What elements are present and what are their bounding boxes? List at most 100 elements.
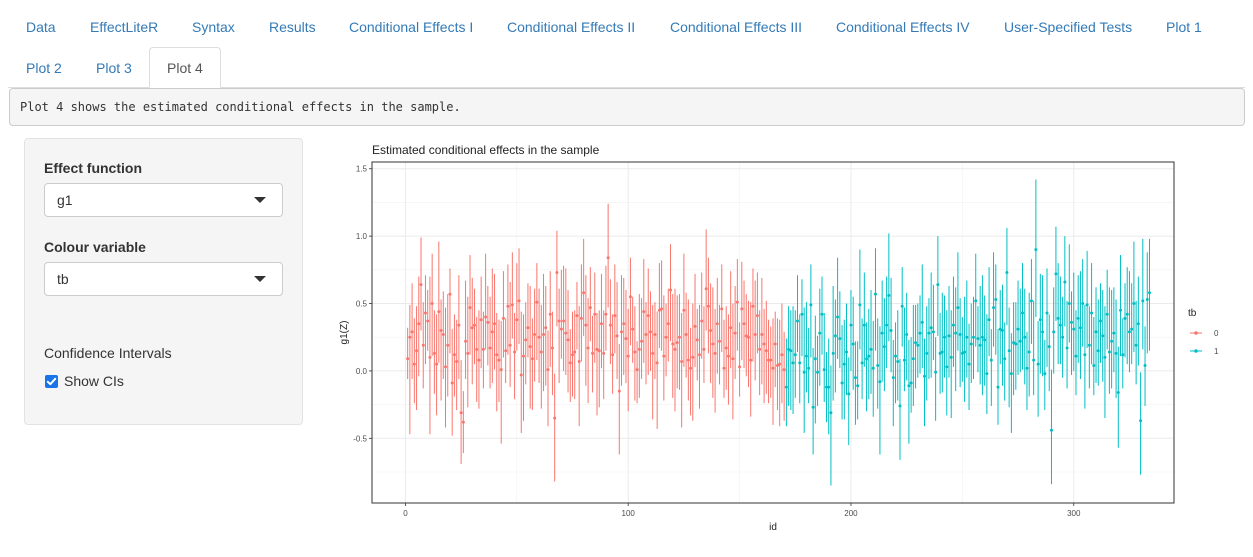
tab-conditional-effects-2[interactable]: Conditional Effects II: [489, 6, 653, 47]
data-point: [980, 335, 984, 339]
data-point: [965, 335, 969, 339]
tab-user-specified-tests[interactable]: User-Specified Tests: [986, 6, 1150, 47]
data-point: [1049, 428, 1053, 432]
data-point: [544, 326, 548, 330]
data-point: [1009, 372, 1013, 376]
data-point: [412, 362, 416, 366]
data-point: [733, 331, 737, 335]
data-point: [791, 361, 795, 365]
legend-title: tb: [1188, 308, 1197, 319]
data-point: [521, 354, 525, 358]
data-point: [510, 303, 514, 307]
data-point: [882, 345, 886, 349]
data-point: [470, 326, 474, 330]
data-point: [1027, 350, 1031, 354]
data-point: [731, 357, 735, 361]
data-point: [760, 333, 764, 337]
tab-label: Plot 1: [1166, 19, 1202, 35]
data-point: [452, 353, 456, 357]
data-point: [818, 331, 822, 335]
data-point: [722, 366, 726, 370]
data-point: [842, 362, 846, 366]
data-point: [477, 358, 481, 362]
chart-title: Estimated conditional effects in the sam…: [372, 143, 600, 157]
data-point: [1085, 303, 1089, 307]
tab-results[interactable]: Results: [251, 6, 334, 47]
data-point: [542, 333, 546, 337]
data-point: [1018, 339, 1022, 343]
data-point: [548, 312, 552, 316]
tab-plot-3[interactable]: Plot 3: [78, 47, 150, 88]
data-point: [464, 339, 468, 343]
data-point: [907, 384, 911, 388]
data-point: [642, 310, 646, 314]
tab-plot-2[interactable]: Plot 2: [8, 47, 80, 88]
tab-conditional-effects-1[interactable]: Conditional Effects I: [331, 6, 491, 47]
tab-plot-4[interactable]: Plot 4: [149, 47, 221, 88]
data-point: [856, 384, 860, 388]
data-point: [940, 350, 944, 354]
show-cis-checkbox[interactable]: [45, 375, 58, 388]
data-point: [992, 306, 996, 310]
sidebar-panel: Effect function g1 Colour variable tb Co…: [24, 138, 303, 425]
data-point: [444, 365, 448, 369]
data-point: [829, 411, 833, 415]
data-point: [920, 320, 924, 324]
tab-label: Conditional Effects IV: [836, 19, 970, 35]
x-tick-label: 200: [844, 509, 858, 518]
data-point: [528, 345, 532, 349]
data-point: [726, 354, 730, 358]
data-point: [916, 343, 920, 347]
data-point: [1032, 358, 1036, 362]
data-point: [954, 331, 958, 335]
colour-variable-select[interactable]: tb: [44, 262, 283, 296]
data-point: [1123, 316, 1127, 320]
chevron-down-icon: [254, 197, 266, 203]
data-point: [1141, 299, 1145, 303]
conditional-effects-plot: Estimated conditional effects in the sam…: [330, 138, 1245, 538]
data-point: [1121, 353, 1125, 357]
effect-function-select[interactable]: g1: [44, 183, 283, 217]
data-point: [1139, 419, 1143, 423]
data-point: [758, 347, 762, 351]
data-point: [653, 333, 657, 337]
data-point: [720, 307, 724, 311]
data-point: [813, 357, 817, 361]
tab-data[interactable]: Data: [8, 6, 74, 47]
data-point: [900, 304, 904, 308]
tab-conditional-effects-3[interactable]: Conditional Effects III: [652, 6, 820, 47]
data-point: [1094, 330, 1098, 334]
tab-syntax[interactable]: Syntax: [174, 6, 253, 47]
y-tick-label: -0.5: [353, 434, 367, 443]
data-point: [1114, 351, 1118, 355]
data-point: [793, 353, 797, 357]
data-point: [753, 333, 757, 337]
tab-plot-1[interactable]: Plot 1: [1148, 6, 1220, 47]
data-point: [608, 323, 612, 327]
data-point: [508, 343, 512, 347]
data-point: [564, 331, 568, 335]
data-point: [1021, 311, 1025, 315]
y-axis-label: g1(Z): [339, 321, 350, 345]
data-point: [575, 314, 579, 318]
y-tick-label: 0.5: [356, 300, 368, 309]
data-point: [804, 354, 808, 358]
data-point: [461, 420, 465, 424]
data-point: [432, 351, 436, 355]
data-point: [738, 365, 742, 369]
data-point: [702, 347, 706, 351]
data-point: [1103, 355, 1107, 359]
data-point: [1045, 311, 1049, 315]
data-point: [836, 315, 840, 319]
data-point: [419, 283, 423, 287]
data-point: [490, 330, 494, 334]
data-point: [417, 322, 421, 326]
data-point: [1096, 349, 1100, 353]
tab-conditional-effects-4[interactable]: Conditional Effects IV: [818, 6, 988, 47]
data-point: [513, 350, 517, 354]
data-point: [550, 346, 554, 350]
tab-effectliter[interactable]: EffectLiteR: [72, 6, 176, 47]
data-point: [680, 359, 684, 363]
data-point: [472, 323, 476, 327]
data-point: [571, 353, 574, 357]
